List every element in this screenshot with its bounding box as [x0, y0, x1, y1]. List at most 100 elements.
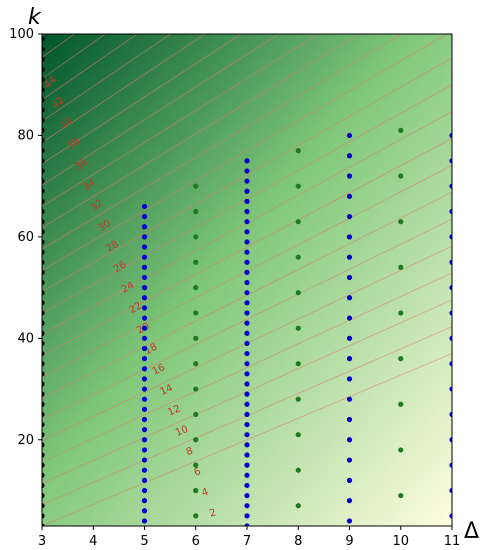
green-point	[295, 467, 301, 473]
contour-label: 16	[151, 362, 167, 377]
blue-point	[244, 249, 250, 255]
black-point	[42, 442, 45, 448]
blue-point	[449, 411, 452, 418]
blue-point	[141, 264, 148, 270]
black-point	[42, 371, 45, 377]
blue-point	[244, 290, 250, 296]
blue-point	[244, 411, 250, 418]
black-point	[42, 249, 45, 255]
y-tick-label: 80	[17, 128, 34, 143]
black-point	[42, 279, 45, 286]
blue-point	[244, 432, 250, 438]
y-tick-label: 100	[9, 27, 34, 42]
contour-label: 6	[193, 466, 203, 479]
blue-point	[449, 285, 452, 291]
blue-point	[141, 274, 148, 281]
contour-line	[42, 353, 452, 526]
blue-point	[141, 508, 148, 514]
contour-line	[42, 34, 206, 143]
blue-point	[141, 345, 148, 352]
blue-point	[244, 198, 250, 204]
blue-point	[346, 153, 353, 159]
blue-point	[244, 442, 250, 448]
green-point	[295, 254, 301, 260]
blue-point	[244, 340, 250, 347]
blue-point	[346, 254, 353, 260]
blue-point	[244, 330, 250, 336]
blue-point	[244, 219, 250, 225]
black-point	[42, 472, 45, 478]
blue-point	[141, 366, 148, 372]
blue-point	[141, 335, 148, 341]
blue-point	[244, 158, 250, 164]
contour-line	[42, 57, 452, 292]
black-point	[42, 350, 45, 357]
black-point	[42, 239, 45, 245]
blue-point	[244, 269, 250, 275]
contour-label: 12	[166, 403, 182, 418]
blue-point	[346, 173, 353, 179]
green-point	[398, 447, 404, 453]
black-point	[42, 77, 45, 83]
black-point	[42, 66, 45, 73]
blue-point	[141, 244, 148, 250]
blue-point	[244, 523, 250, 526]
contour-label: 2	[208, 507, 217, 519]
green-point	[398, 264, 404, 270]
contour-label: 4	[200, 487, 210, 499]
blue-point	[244, 259, 250, 265]
blue-point	[141, 376, 148, 382]
contour-line	[42, 34, 448, 271]
blue-point	[244, 381, 250, 387]
blue-point	[244, 208, 250, 215]
green-point	[295, 290, 301, 296]
blue-point	[141, 325, 148, 331]
black-point	[42, 117, 45, 123]
green-point	[295, 183, 301, 189]
blue-point	[141, 467, 148, 473]
black-point	[42, 310, 45, 316]
contour-line	[42, 34, 172, 122]
blue-point	[346, 295, 353, 301]
blue-point	[141, 427, 148, 433]
contour-line	[42, 34, 242, 165]
contour-label: 18	[143, 342, 159, 358]
blue-point	[449, 234, 452, 240]
black-point	[42, 107, 45, 113]
blue-point	[141, 213, 148, 220]
black-point	[42, 462, 45, 468]
blue-point	[244, 168, 250, 174]
blue-point	[346, 477, 353, 483]
x-axis-label: Δ	[464, 519, 479, 544]
blue-point	[244, 279, 250, 286]
green-point	[398, 127, 404, 133]
black-point	[42, 269, 45, 275]
contour-line	[42, 272, 452, 463]
green-point	[193, 487, 199, 494]
black-point	[42, 188, 45, 194]
contour-label: 8	[185, 446, 195, 459]
black-point	[42, 300, 45, 306]
contour-line	[42, 34, 138, 101]
y-axis-label: k	[28, 5, 42, 30]
green-point	[193, 183, 199, 189]
blue-point	[141, 477, 148, 483]
y-tick-label: 40	[17, 331, 34, 346]
blue-point	[244, 462, 250, 468]
x-tick-label: 6	[192, 534, 200, 549]
blue-point	[244, 492, 250, 499]
green-point	[398, 173, 404, 179]
green-point	[295, 503, 301, 509]
x-tick-label: 7	[243, 534, 251, 549]
blue-point	[244, 178, 250, 184]
blue-point	[141, 305, 148, 311]
black-point	[42, 198, 45, 204]
blue-point	[244, 320, 250, 326]
contour-line	[42, 138, 452, 356]
contour-line	[42, 218, 452, 420]
green-point	[295, 432, 301, 438]
contour-label: 22	[127, 300, 143, 316]
blue-point	[449, 132, 452, 139]
y-tick-label: 60	[17, 230, 34, 245]
blue-point	[449, 158, 452, 164]
